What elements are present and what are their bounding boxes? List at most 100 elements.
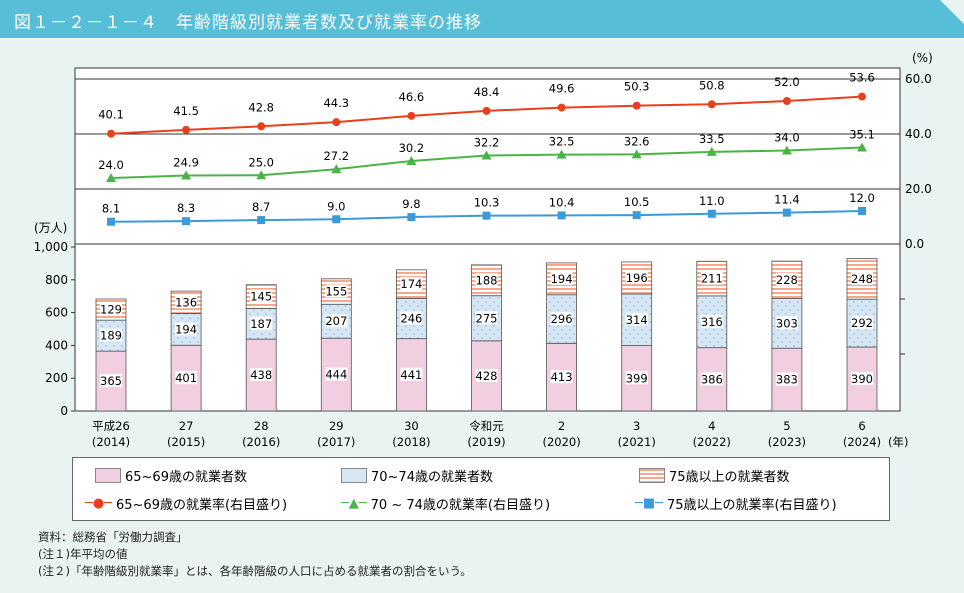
bar-value-label: 211 (701, 272, 723, 286)
bar-value-label: 303 (776, 316, 798, 330)
circle-marker-icon: ─●─ (85, 496, 112, 511)
bar-label-bg (550, 271, 573, 285)
bar-value-label: 189 (100, 329, 122, 343)
data-point (107, 217, 115, 226)
x-tick-label: 29 (329, 419, 344, 433)
bar-label-bg (400, 311, 423, 325)
x-tick-year: (2024) (843, 435, 881, 449)
bar-label-bg (550, 311, 573, 325)
bar-label-bg (400, 277, 423, 291)
bar-label-bg (250, 289, 273, 303)
x-tick-label: 27 (179, 419, 194, 433)
x-tick-year: (2015) (167, 435, 205, 449)
x-tick-label: 4 (708, 419, 715, 433)
bar-value-label: 188 (476, 273, 498, 287)
line-value-label: 52.0 (774, 75, 800, 89)
x-tick-year: (2023) (768, 435, 806, 449)
data-point (332, 215, 341, 224)
bar-label-bg (250, 368, 273, 382)
bar-value-label: 316 (701, 315, 723, 329)
note-2: (注２)「年齢階級別就業率」とは、各年齢階級の人口に占める就業者の割合をいう。 (38, 564, 472, 578)
bar-value-label: 390 (851, 372, 873, 386)
legend-item-line-75: ─■─ 75歳以上の就業率(右目盛り) (635, 494, 837, 513)
line-value-label: 50.8 (699, 78, 725, 92)
bar-label-bg (775, 272, 798, 286)
line-value-label: 27.2 (323, 149, 349, 163)
line-value-label: 40.1 (98, 108, 124, 122)
data-point (557, 103, 566, 112)
bar-value-label: 413 (551, 370, 573, 384)
bar-label-bg (625, 270, 648, 284)
line-value-label: 34.0 (774, 131, 800, 145)
x-tick-year: (2020) (542, 435, 580, 449)
data-point (707, 209, 716, 218)
legend-item-line-6569: ─●─ 65~69歳の就業率(右目盛り) (85, 494, 287, 513)
left-tick-label: 400 (45, 338, 68, 352)
legend-label: 65~69歳の就業率(右目盛り) (116, 498, 288, 513)
x-tick-year: (2021) (618, 435, 656, 449)
bar-value-label: 296 (551, 312, 573, 326)
data-point (256, 170, 267, 180)
bar-value-label: 365 (100, 374, 122, 388)
data-point (182, 217, 191, 226)
data-point (858, 92, 866, 101)
data-point (556, 149, 567, 159)
bar-label-bg (625, 371, 648, 385)
data-point (632, 101, 641, 110)
bar-label-bg (475, 311, 498, 325)
line-value-label: 53.6 (849, 71, 875, 85)
bar-label-bg (175, 295, 198, 309)
x-tick-year: (2018) (392, 435, 430, 449)
bar-value-label: 399 (626, 371, 648, 385)
x-tick-label: 5 (783, 419, 790, 433)
line-value-label: 24.9 (173, 156, 199, 170)
source-note: 資料：総務省「労働力調査」 (38, 530, 188, 544)
line-value-label: 42.8 (248, 100, 274, 114)
legend-label: 70~74歳の就業者数 (371, 470, 493, 485)
bar-label-bg (550, 370, 573, 384)
bar-label-bg (775, 372, 798, 386)
square-marker-icon: ─■─ (635, 496, 663, 511)
legend-label: 70 ~ 74歳の就業率(右目盛り) (370, 498, 551, 513)
data-point (257, 122, 266, 131)
line-value-label: 10.5 (624, 195, 650, 209)
bar-value-label: 275 (476, 311, 498, 325)
bar-value-label: 428 (476, 369, 498, 383)
bar-label-bg (851, 316, 873, 330)
left-tick-label: 800 (45, 273, 68, 287)
bar-value-label: 401 (175, 371, 197, 385)
data-point (482, 106, 491, 115)
bar-label-bg (325, 314, 348, 328)
line-value-label: 8.7 (252, 200, 270, 214)
data-point (632, 211, 641, 220)
line-value-label: 48.4 (474, 85, 500, 99)
bar-label-bg (100, 374, 122, 388)
bar-value-label: 383 (776, 373, 798, 387)
data-point (482, 211, 491, 220)
x-tick-year: (2022) (693, 435, 731, 449)
legend-label: 75歳以上の就業者数 (669, 470, 790, 485)
bar-value-label: 187 (250, 317, 272, 331)
line-value-label: 30.2 (399, 141, 425, 155)
data-point (557, 211, 566, 220)
line-value-label: 9.8 (402, 197, 420, 211)
x-tick-label: 2 (558, 419, 565, 433)
line-value-label: 11.0 (699, 194, 725, 208)
x-unit-label: (年) (888, 435, 908, 449)
data-point (181, 170, 192, 180)
line-value-label: 11.4 (774, 193, 800, 207)
chart: 0.0 20.0 40.0 60.0 (%) 0 200 400 600 800 1,000 (万人)… (34, 51, 933, 449)
bar-value-label: 444 (325, 368, 347, 382)
bar-value-label: 386 (701, 372, 723, 386)
bar-value-label: 438 (250, 368, 272, 382)
data-point (858, 207, 866, 215)
bar-label-bg (851, 372, 873, 386)
bar-value-label: 194 (175, 322, 197, 336)
data-point (257, 216, 266, 225)
line-value-label: 12.0 (849, 191, 875, 205)
data-point (857, 142, 867, 152)
data-point (782, 97, 791, 105)
bar-value-label: 314 (626, 313, 648, 327)
line-value-label: 8.3 (177, 201, 195, 215)
line-value-label: 25.0 (248, 155, 274, 169)
